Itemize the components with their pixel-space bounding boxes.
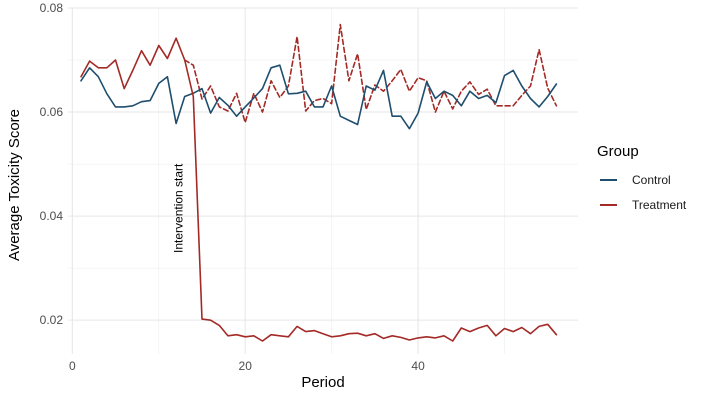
series-line-treatment [80,37,558,342]
series-line-control [80,64,558,130]
legend: Group Control Treatment [597,143,687,212]
y-axis-title: Average Toxicity Score [6,109,23,261]
minor-gridlines [68,8,578,354]
legend-label-treatment: Treatment [632,198,687,212]
y-tick-label: 0.06 [40,105,64,119]
y-tick-label: 0.04 [40,209,64,223]
x-axis-title: Period [301,374,344,391]
x-tick-label: 20 [239,359,253,373]
series-line-treatment-counterfactual [183,23,558,124]
y-axis-ticks: 0.02 0.04 0.06 0.08 [40,1,64,327]
x-tick-label: 40 [411,359,425,373]
legend-label-control: Control [632,173,671,187]
y-tick-label: 0.02 [40,313,64,327]
series-lines [80,23,558,342]
major-gridlines [68,7,578,354]
x-axis-ticks: 0 20 40 [69,359,425,373]
intervention-annotation: Intervention start [171,163,185,253]
x-tick-label: 0 [69,359,76,373]
y-tick-label: 0.08 [40,1,64,15]
legend-title: Group [597,143,639,160]
